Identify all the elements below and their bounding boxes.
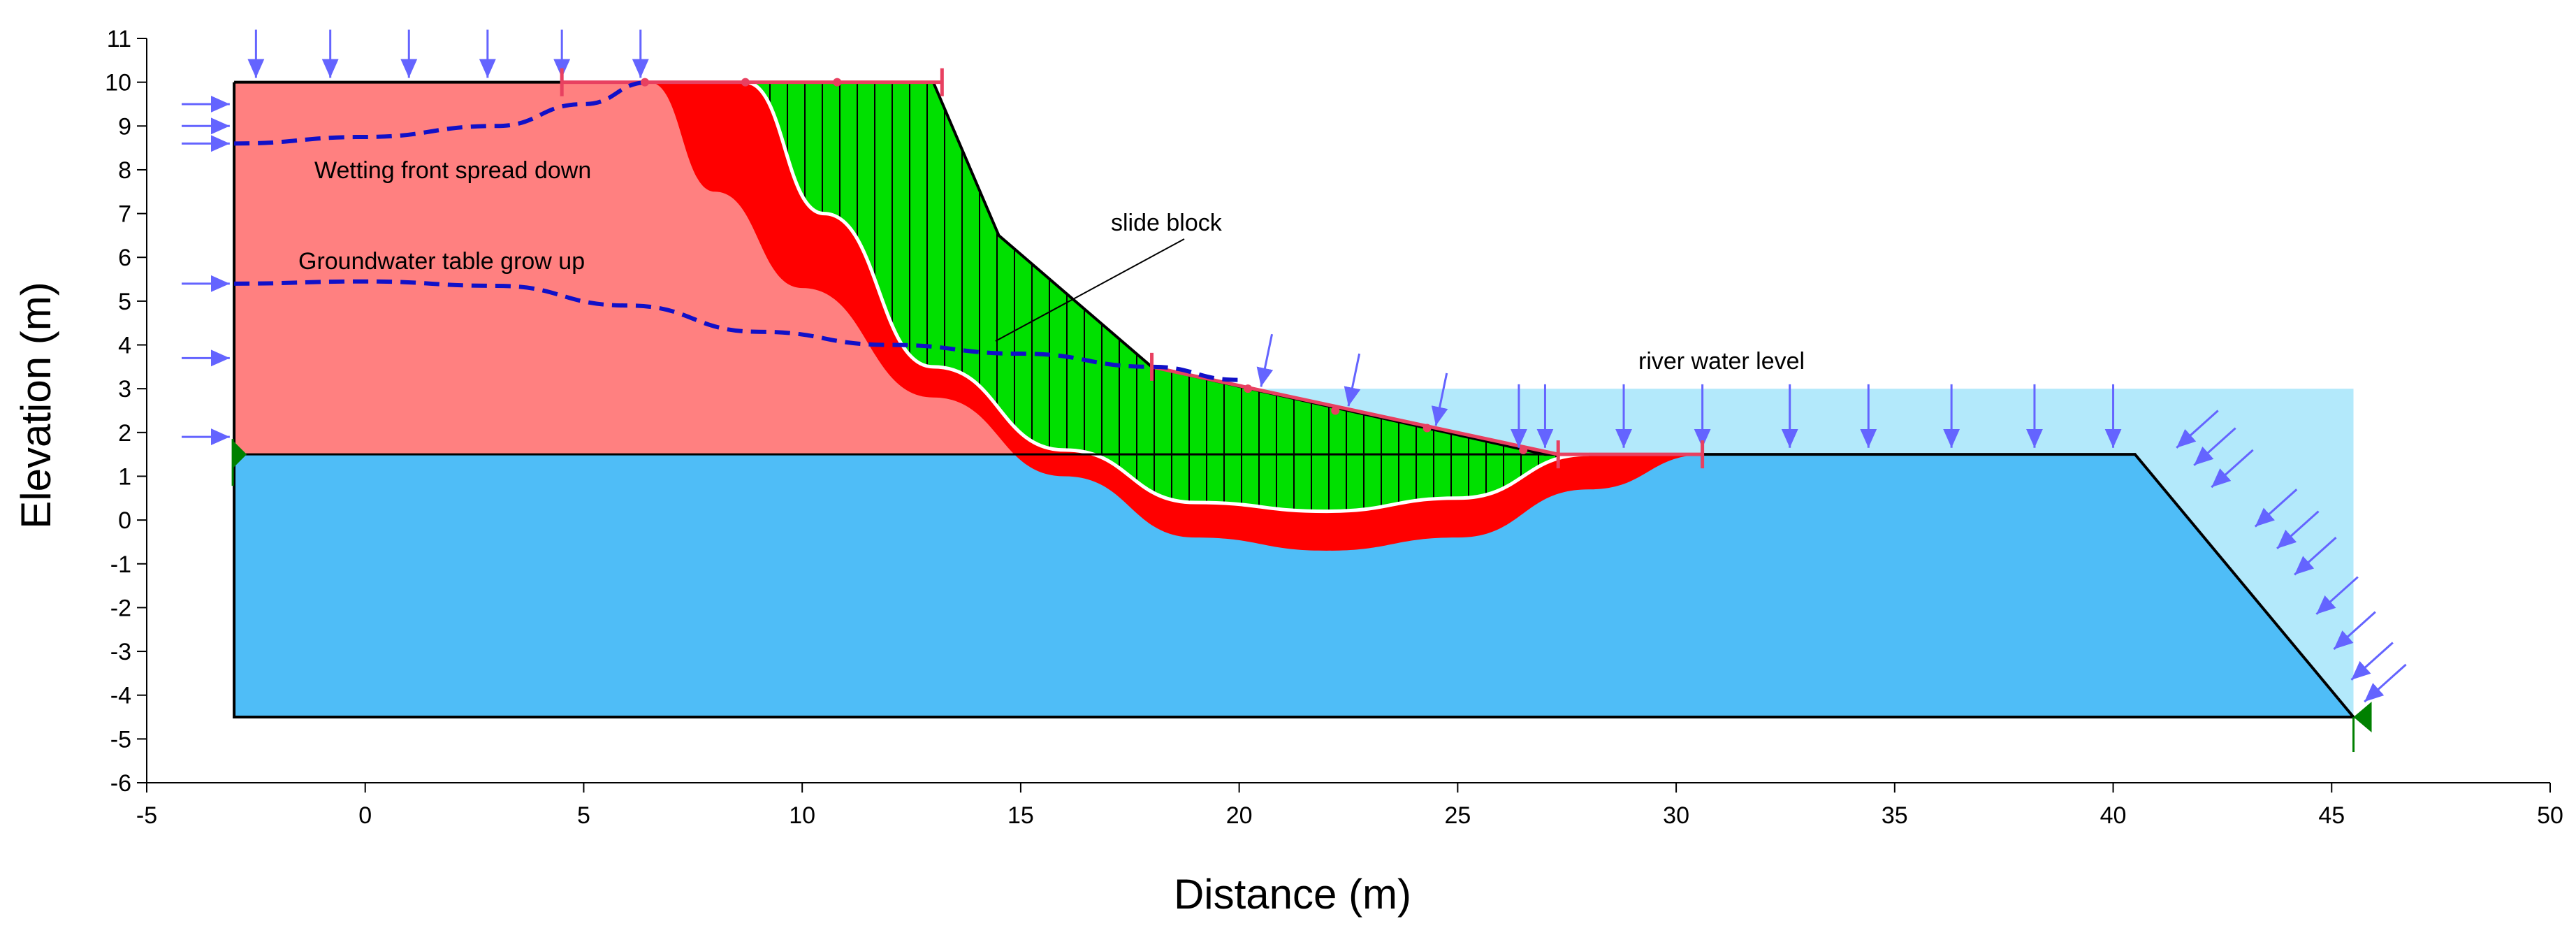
y-tick-label: 7	[118, 201, 131, 228]
groundwater-label: Groundwater table grow up	[298, 248, 585, 275]
y-tick-label: 1	[118, 463, 131, 490]
groundwater-table-line	[234, 279, 1239, 382]
x-tick-label: 40	[2100, 802, 2127, 829]
y-tick-label: 3	[118, 376, 131, 403]
river-water-region	[1195, 389, 2354, 717]
slope-load-arrow	[1431, 373, 1448, 426]
x-tick-label: 50	[2537, 802, 2563, 829]
slide-block-label: slide block	[1111, 210, 1223, 236]
wetting-front-label: Wetting front spread down	[314, 157, 591, 184]
node-mark	[741, 78, 750, 87]
load-arrows	[182, 29, 2407, 703]
y-tick-label: 8	[118, 157, 131, 184]
right-load-arrow	[2294, 537, 2337, 576]
x-axis-title: Distance (m)	[1174, 871, 1411, 918]
failure-overlays	[649, 80, 1707, 551]
y-tick-label: 4	[118, 333, 131, 359]
y-tick-label: 9	[118, 113, 131, 140]
slide-block-leader	[995, 238, 1185, 342]
right-load-arrow	[2211, 449, 2254, 489]
plot-frame	[146, 38, 2550, 783]
water-lines	[233, 80, 2357, 718]
right-load-arrow	[2364, 663, 2407, 703]
right-load-arrow	[2176, 410, 2219, 449]
failure-zone	[649, 82, 1707, 551]
left-support-marker	[233, 440, 247, 469]
x-tick-label: 20	[1226, 802, 1253, 829]
x-tick-label: 15	[1007, 802, 1034, 829]
x-tick-label: 30	[1663, 802, 1689, 829]
node-mark	[1331, 406, 1340, 415]
right-load-arrow	[2350, 642, 2394, 681]
boundary-markers	[231, 68, 2372, 753]
x-tick-label: 35	[1882, 802, 1908, 829]
right-load-arrow	[2333, 611, 2376, 651]
x-tick-label: 0	[358, 802, 372, 829]
right-support-marker	[2353, 702, 2372, 733]
node-mark	[1422, 424, 1432, 433]
river-level-label: river water level	[1638, 348, 1805, 375]
y-tick-label: 5	[118, 289, 131, 315]
node-mark	[833, 78, 842, 87]
axis-ticks	[137, 38, 2551, 793]
y-tick-label: 10	[105, 70, 131, 96]
y-tick-label: -2	[110, 595, 131, 621]
lower-soil-layer	[234, 454, 2354, 717]
node-mark	[1519, 445, 1528, 454]
x-tick-label: 5	[577, 802, 590, 829]
y-tick-label: 6	[118, 245, 131, 271]
y-tick-label: 2	[118, 420, 131, 447]
x-tick-label: 10	[789, 802, 815, 829]
x-tick-label: -5	[136, 802, 157, 829]
node-mark	[641, 78, 650, 87]
slope-load-arrow	[1256, 333, 1274, 387]
x-tick-label: 45	[2318, 802, 2345, 829]
slip-surface	[745, 80, 1589, 514]
wetting-front-line	[234, 80, 650, 146]
y-tick-label: -1	[110, 551, 131, 578]
x-tick-labels: -5 0 5 10 15 20 25 30 35 40 45 50	[136, 802, 2563, 829]
y-tick-label: 0	[118, 507, 131, 534]
y-tick-label: 11	[107, 26, 131, 52]
right-load-arrow	[2193, 427, 2236, 466]
y-tick-label: -3	[110, 639, 131, 665]
right-load-arrow	[2276, 510, 2320, 549]
right-load-arrow	[2315, 576, 2359, 615]
y-axis-title: Elevation (m)	[13, 282, 59, 528]
y-tick-label: -6	[110, 770, 131, 797]
x-tick-label: 25	[1444, 802, 1471, 829]
y-tick-label: -5	[110, 726, 131, 753]
y-tick-label: -4	[110, 683, 131, 709]
node-mark	[1244, 384, 1253, 393]
slope-load-arrow	[1344, 353, 1361, 407]
right-load-arrow	[2254, 489, 2298, 528]
